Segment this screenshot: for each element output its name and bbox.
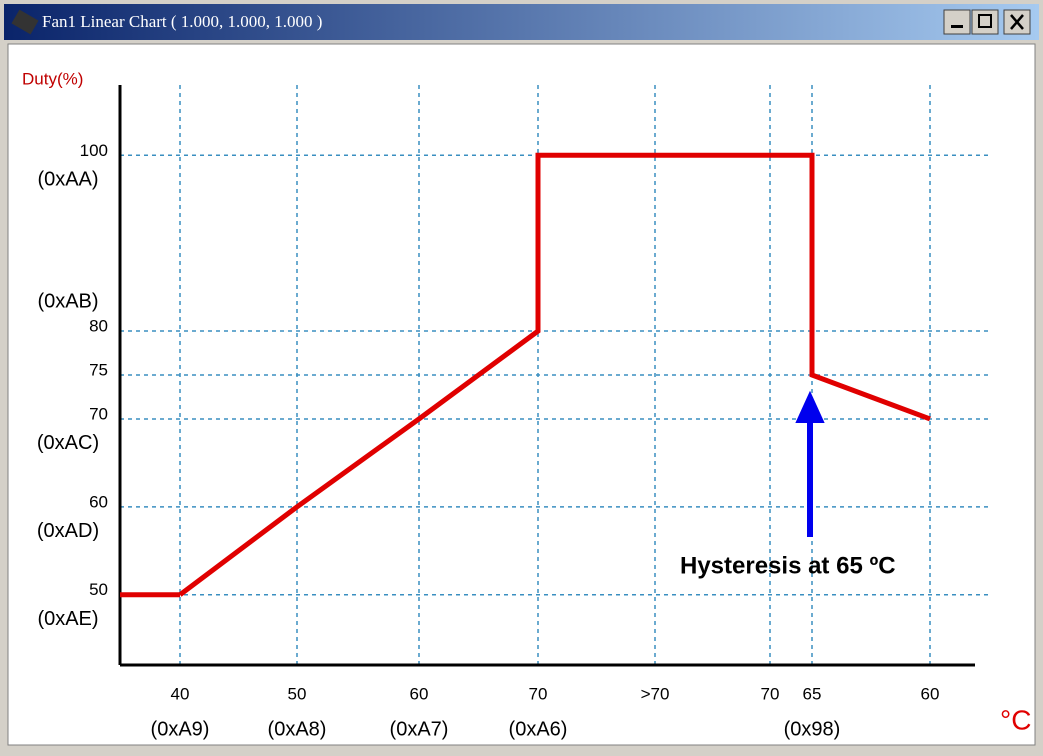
x-tick-label: 50 <box>288 684 307 703</box>
window-buttons[interactable] <box>943 9 1031 35</box>
y-tick-code: (0xAC) <box>37 432 99 454</box>
y-tick-label: 80 <box>89 317 108 336</box>
app-icon <box>11 9 39 35</box>
x-tick-code: (0xA9) <box>151 718 210 740</box>
title-bar <box>4 4 1039 40</box>
line <box>178 152 931 597</box>
maximize-button[interactable] <box>971 9 999 35</box>
close-icon <box>1010 14 1024 30</box>
x-tick-label: 70 <box>529 684 548 703</box>
x-tick-label: 60 <box>921 684 940 703</box>
y-tick-code: (0xAE) <box>37 608 98 630</box>
x-tick-code: (0xA6) <box>509 718 568 740</box>
minimize-icon <box>951 25 963 28</box>
y-tick-label: 60 <box>89 492 108 511</box>
minimize-button[interactable] <box>943 9 971 35</box>
window-title: Fan1 Linear Chart ( 1.000, 1.000, 1.000 … <box>42 12 322 31</box>
x-tick-label: 60 <box>410 684 429 703</box>
x-tick-code: (0xA8) <box>268 718 327 740</box>
annotation: Hysteresis at 65 ºC <box>680 552 896 579</box>
x-tick-label: >70 <box>641 684 670 703</box>
x-tick-label: 70 <box>761 684 780 703</box>
maximize-icon <box>978 14 992 28</box>
y-tick-code: (0xAA) <box>37 169 98 191</box>
y-tick-label: 70 <box>89 404 108 423</box>
y-tick-code: (0xAD) <box>37 520 99 542</box>
x-tick-code: (0xA7) <box>390 718 449 740</box>
y-tick-label: 50 <box>89 580 108 599</box>
annotation-arrow <box>795 390 825 537</box>
y-tick-label: 100 <box>80 141 108 160</box>
y-axis-label: Duty(%) <box>22 69 83 88</box>
chart-area <box>7 43 1036 746</box>
x-tick-label: 40 <box>171 684 190 703</box>
y-tick-code: (0xAB) <box>37 290 98 312</box>
x-tick-label: 65 <box>803 684 822 703</box>
x-axis-unit: °C <box>1000 704 1031 735</box>
y-tick-label: 75 <box>89 360 108 379</box>
x-tick-code: (0x98) <box>784 718 841 740</box>
